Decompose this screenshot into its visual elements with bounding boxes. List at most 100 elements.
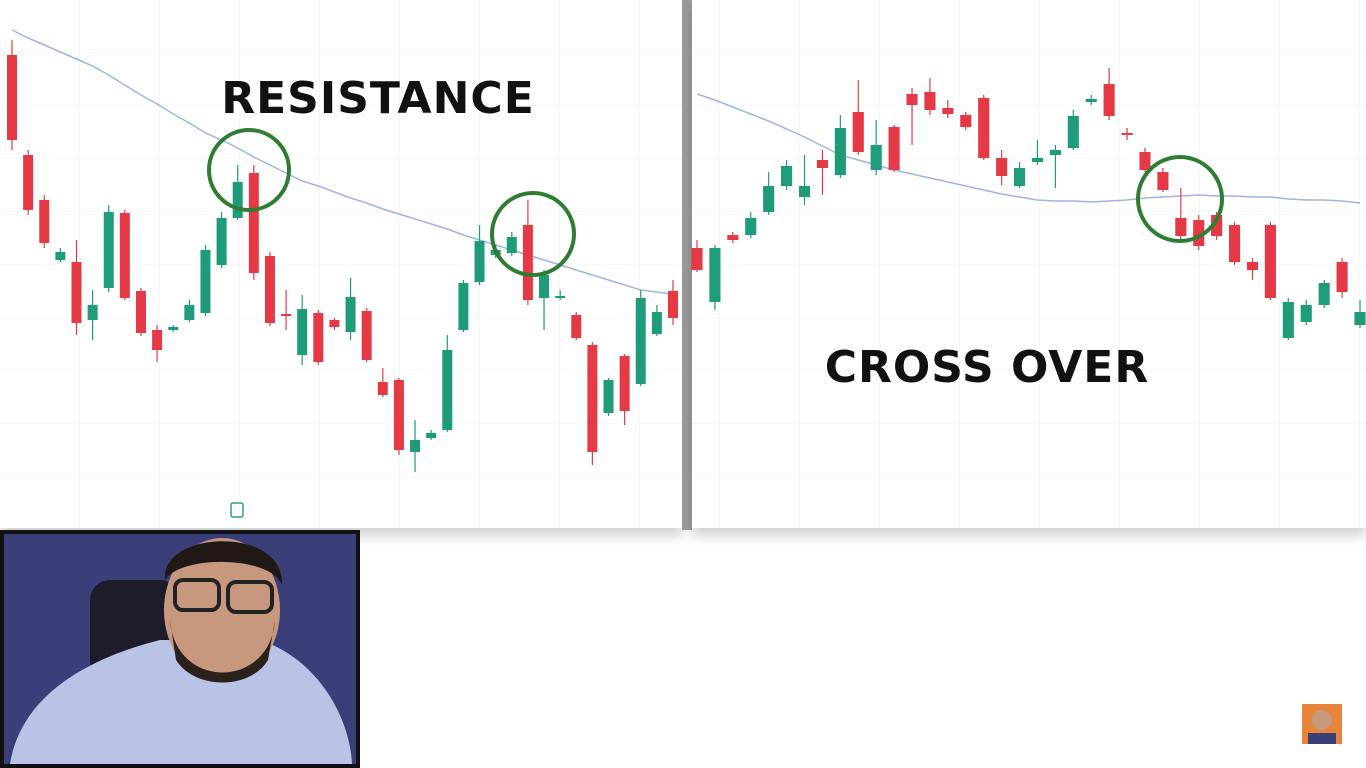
candle-body (135, 291, 146, 333)
watermark-icon (230, 502, 244, 518)
charts (7, 29, 1366, 472)
candle-body (1121, 133, 1133, 135)
chart-title: CROSS OVER (825, 342, 1150, 393)
face (164, 538, 280, 682)
candle-body (745, 218, 757, 235)
candle-body (1193, 220, 1205, 246)
highlight-circle (207, 128, 291, 212)
candle-body (996, 158, 1008, 176)
candle-body (852, 112, 864, 152)
candle-body (619, 356, 630, 411)
candle-body (377, 382, 388, 395)
candle-body (152, 330, 163, 350)
candle-body (798, 186, 811, 197)
chart-title: RESISTANCE (221, 73, 535, 124)
candle-body (1085, 99, 1097, 102)
candle-body (1282, 302, 1294, 338)
glasses (226, 580, 274, 614)
candle-body (1139, 152, 1151, 170)
candle-body (1103, 84, 1115, 116)
candle-body (71, 262, 82, 323)
candle-body (522, 225, 533, 300)
candle-body (709, 248, 721, 302)
candle-body (668, 291, 678, 318)
candle-body (870, 145, 882, 170)
candle-body (906, 94, 918, 105)
candle-body (506, 237, 517, 253)
candle-body (426, 433, 437, 438)
candle-body (313, 313, 324, 362)
candle-body (587, 345, 598, 452)
candle-body (834, 128, 846, 175)
candle-body (924, 92, 936, 110)
candle-body (888, 127, 900, 170)
beard (170, 620, 275, 683)
candle-body (978, 98, 990, 158)
hair (164, 541, 283, 585)
candle-body (1229, 225, 1241, 262)
candle-body (232, 182, 243, 218)
candle-body (1049, 150, 1061, 155)
sweater (10, 640, 352, 764)
channel-avatar[interactable] (1302, 704, 1342, 744)
candle-body (474, 241, 485, 282)
candle-body (603, 380, 614, 413)
candle-body (184, 305, 195, 320)
candle-body (1300, 305, 1312, 322)
candle-body (1264, 225, 1276, 298)
candle-body (297, 309, 308, 355)
candle-body (816, 160, 828, 168)
candle-body (1354, 312, 1366, 325)
candle-body (87, 305, 98, 320)
candle-body (763, 186, 775, 212)
candle-body (442, 350, 453, 430)
candle-body (200, 250, 211, 313)
candle-body (248, 173, 259, 273)
candle-body (39, 200, 50, 243)
candle-body (1031, 158, 1044, 162)
candle-body (1157, 172, 1169, 190)
candle-body (1336, 262, 1348, 292)
candle-body (393, 380, 404, 450)
candle-body (960, 115, 972, 127)
candle-body (23, 155, 34, 210)
highlight-circle (490, 191, 576, 277)
candle-body (168, 327, 179, 330)
webcam (0, 530, 360, 768)
moving-average-line (696, 93, 1361, 204)
candle-body (281, 314, 292, 316)
candle-body (571, 315, 582, 338)
candle-body (216, 218, 227, 265)
candle-body (1211, 215, 1223, 236)
candle-body (781, 166, 793, 186)
candle-body (264, 256, 275, 323)
candle-body (119, 213, 130, 298)
candle-body (727, 235, 739, 240)
candle-body (361, 311, 372, 360)
candle-body (410, 440, 421, 452)
highlight-circle (1136, 155, 1224, 243)
candle-body (1175, 218, 1187, 236)
candle-body (691, 248, 703, 270)
avatar-body (1308, 733, 1336, 744)
candle-body (942, 108, 954, 114)
candle-body (1318, 283, 1330, 305)
avatar-face (1312, 710, 1332, 730)
candle-body (329, 320, 340, 327)
candle-body (55, 252, 66, 260)
candle-body (539, 275, 550, 298)
candle-body (7, 55, 17, 140)
candle-body (103, 212, 114, 288)
candle-body (345, 297, 356, 332)
candle-body (555, 296, 566, 298)
candle-body (1013, 168, 1026, 186)
candle-body (1067, 116, 1079, 148)
candle-body (635, 298, 646, 384)
candle-body (1246, 262, 1259, 270)
divider (682, 0, 692, 530)
glasses (173, 578, 221, 612)
moving-average-line (11, 29, 674, 295)
candle-body (651, 312, 662, 334)
